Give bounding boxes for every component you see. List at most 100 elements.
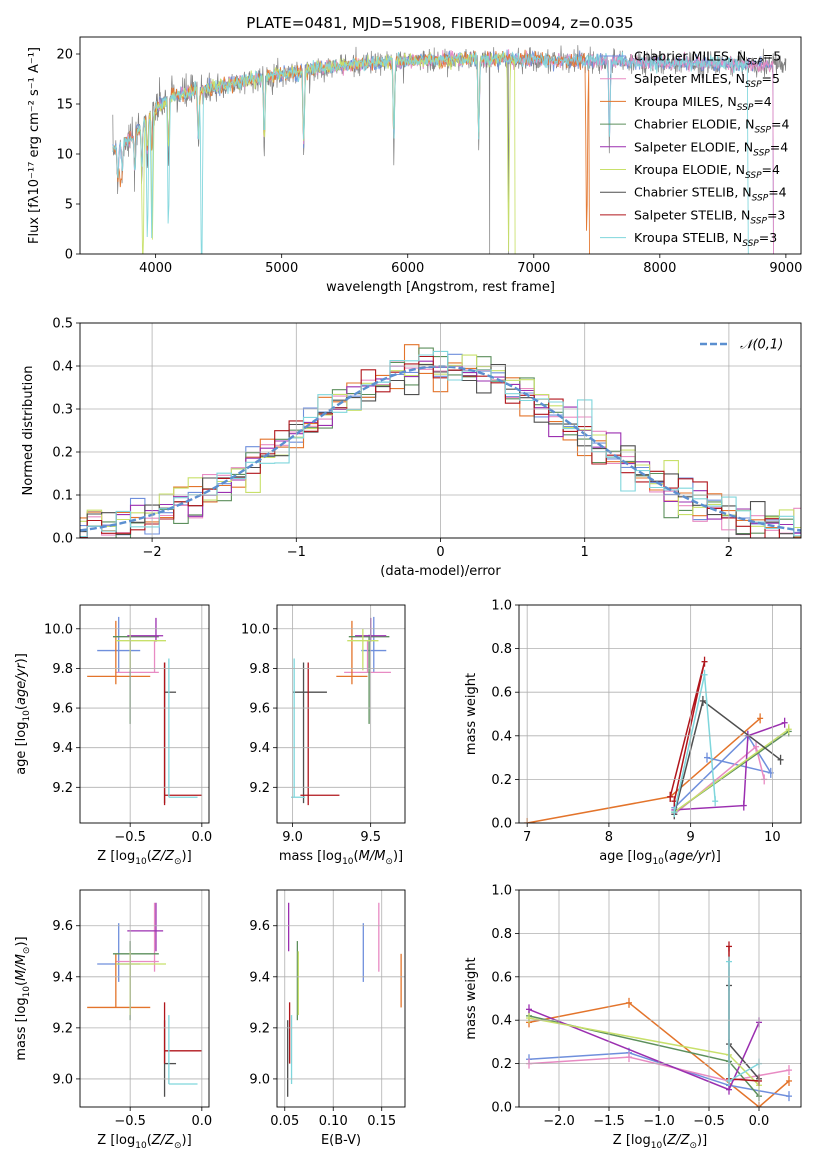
plot-area-mass_weight_vs_age <box>524 656 792 823</box>
x-tick-label: 0.0 <box>191 830 212 845</box>
x-tick-label: 8 <box>605 830 613 845</box>
errorbar-salpeter_elodie <box>127 617 164 642</box>
errorbar-chabrier_elodie <box>112 941 159 1021</box>
legend-text: Chabrier MILES, N <box>634 49 746 64</box>
x-tick-label: 7 <box>523 830 531 845</box>
y-tick-label: 0.5 <box>52 317 73 332</box>
y-tick-label: 0.0 <box>52 532 73 547</box>
y-tick-label: 9.2 <box>52 781 73 796</box>
errorbar-chabrier_elodie <box>348 634 390 724</box>
y-tick-label: 0.2 <box>52 446 73 461</box>
x-axis-label-part: wavelength [Angstrom, rest frame] <box>326 280 555 295</box>
y-axis-label-part: mass weight <box>464 673 479 755</box>
y-tick-label: 0.2 <box>491 1057 512 1072</box>
legend-suffix: =4 <box>768 185 786 200</box>
x-tick-label: 2 <box>725 545 733 560</box>
y-tick-label: 20 <box>56 48 73 63</box>
x-tick-label: 7000 <box>517 261 550 276</box>
errorbar-kroupa_elodie <box>347 628 379 671</box>
y-tick-label: 0.8 <box>491 642 512 657</box>
axes-frame <box>79 322 802 539</box>
x-tick-label: 10 <box>764 830 781 845</box>
y-axis-label-part: log <box>14 722 29 742</box>
x-tick-label: 1 <box>581 545 589 560</box>
x-tick-label: 0 <box>436 545 444 560</box>
y-axis-label-part: 10 <box>22 986 32 998</box>
weight-line-kroupa_stelib <box>728 961 760 1083</box>
x-axis-label-part: log <box>115 849 135 864</box>
plot-area-age_vs_mass <box>291 616 391 806</box>
x-axis-label: E(B-V) <box>321 1133 361 1148</box>
y-tick-label: 0.6 <box>491 970 512 985</box>
x-axis-label-part: age [ <box>599 849 632 864</box>
x-axis-label: Z [log10(Z/Z⊙)] <box>613 1133 707 1151</box>
legend-entry-kroupa_elodie: Kroupa ELODIE, NSSP=4 <box>634 162 780 181</box>
x-tick-label: −0.5 <box>114 830 146 845</box>
legend-gaussian-label: 𝒩(0,1) <box>740 338 783 353</box>
x-axis-label-part: age/yr <box>669 849 712 864</box>
errorbar-chabrier_elodie <box>112 634 159 724</box>
x-axis-label-part: Z/Z <box>151 1133 175 1148</box>
legend-text: Salpeter STELIB, N <box>634 207 750 222</box>
errorbar-chabrier_miles <box>97 923 141 982</box>
y-tick-label: 9.8 <box>249 662 270 677</box>
x-axis-label-part: Z [ <box>613 1133 631 1148</box>
weight-line-salpeter_elodie <box>528 1008 760 1091</box>
errorbar-kroupa_elodie <box>115 628 166 671</box>
y-tick-label: 9.6 <box>249 702 270 717</box>
legend-text: Chabrier ELODIE, N <box>634 117 754 132</box>
legend-text: Kroupa STELIB, N <box>634 230 742 245</box>
errorbar-salpeter_miles <box>115 902 159 972</box>
y-tick-label: 9.8 <box>52 662 73 677</box>
plot-area-ebv <box>287 902 402 1097</box>
y-tick-label: 9.4 <box>249 741 270 756</box>
y-axis-label-part: ⊙ <box>22 947 32 955</box>
legend-text: Chabrier STELIB, N <box>634 185 752 200</box>
x-axis-label-part: )] <box>393 849 403 864</box>
legend-text: Kroupa MILES, N <box>634 94 737 109</box>
y-tick-label: 10 <box>56 148 73 163</box>
y-axis-label-part: M/M <box>14 954 29 981</box>
x-axis-label-part: )] <box>182 849 192 864</box>
legend-entry-kroupa_miles: Kroupa MILES, NSSP=4 <box>634 94 772 113</box>
errorbar-chabrier_stelib <box>163 662 177 804</box>
legend-sub: SSP <box>737 103 754 113</box>
legend-suffix: =4 <box>770 139 788 154</box>
x-axis-label-part: log <box>322 849 342 864</box>
y-axis-label-part: )] <box>14 653 29 663</box>
legend-sub: SSP <box>754 126 771 136</box>
plot-area-spectrum <box>112 45 787 254</box>
y-axis-label: mass [log10(M/M⊙)] <box>14 936 32 1060</box>
panel-spectrum: 4000 5000 6000 7000 8000 9000 0 5 10 15 20 waveleng… <box>27 36 802 295</box>
x-tick-label: 4000 <box>139 261 172 276</box>
x-axis-label-part: Z/Z <box>666 1133 690 1148</box>
y-tick-label: 0.4 <box>491 1014 512 1029</box>
x-axis-label-part: 10 <box>651 1141 663 1151</box>
axes-frame <box>79 889 210 1108</box>
x-axis-label-part: ( <box>662 1133 667 1148</box>
panel-ebv: 0.05 0.10 0.15 9.0 9.2 9.4 9.6 E(B-V) <box>249 889 406 1148</box>
x-axis-label-part: ( <box>147 1133 152 1148</box>
model-spectrum-line-kroupa_stelib <box>112 51 749 254</box>
x-tick-label: −2 <box>143 545 162 560</box>
y-tick-label: 9.2 <box>52 1021 73 1036</box>
y-tick-label: 9.4 <box>52 970 73 985</box>
errorbar-kroupa_miles <box>87 620 151 685</box>
x-axis-label-part: 10 <box>342 857 354 867</box>
y-tick-label: 9.4 <box>52 741 73 756</box>
y-tick-label: 1.0 <box>491 599 512 614</box>
x-tick-label: 0.10 <box>319 1114 348 1129</box>
y-axis-label-part: log <box>14 997 29 1017</box>
axes-frame <box>79 36 802 255</box>
x-axis-label-part: E(B-V) <box>321 1133 361 1148</box>
legend-suffix: =3 <box>759 230 777 245</box>
legend-text: Kroupa ELODIE, N <box>634 162 745 177</box>
legend-entry-salpeter_elodie: Salpeter ELODIE, NSSP=4 <box>634 139 788 158</box>
y-tick-label: 9.0 <box>249 1072 270 1087</box>
x-tick-label: −1.5 <box>593 1114 625 1129</box>
x-axis-label-part: ( <box>147 849 152 864</box>
x-axis-label: mass [log10(M/M⊙)] <box>279 849 403 867</box>
axes-frame <box>518 604 802 824</box>
x-axis-label-part: log <box>115 1133 135 1148</box>
